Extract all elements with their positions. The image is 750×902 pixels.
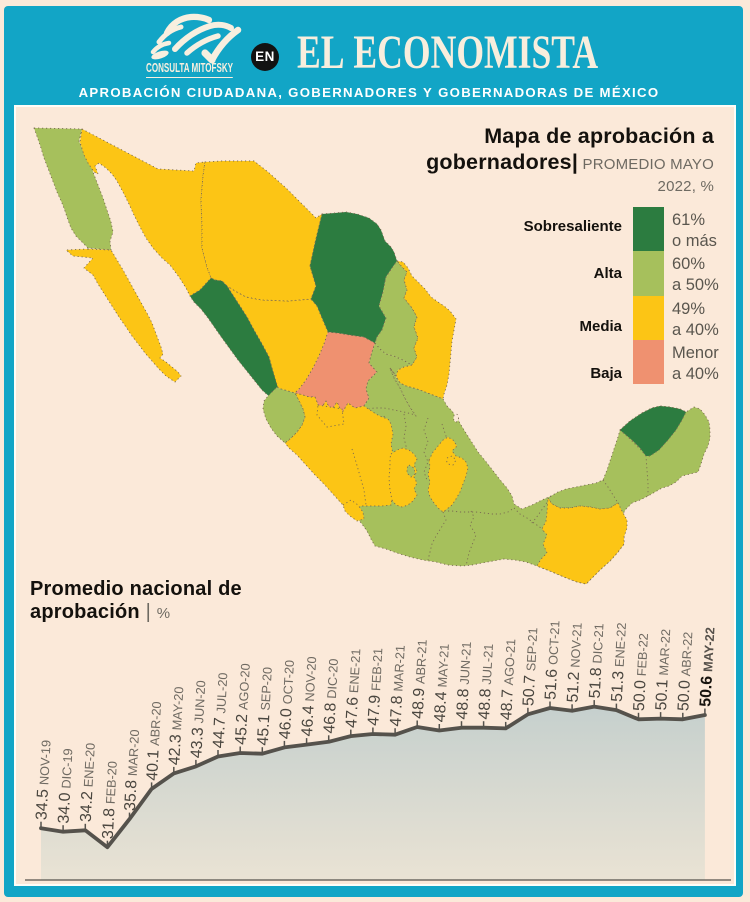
svg-text:34.2ENE-20: 34.2ENE-20 (78, 742, 99, 822)
svg-text:46.8DIC-20: 46.8DIC-20 (321, 658, 342, 734)
svg-text:42.3MAY-20: 42.3MAY-20 (166, 686, 187, 765)
svg-text:40.1ABR-20: 40.1ABR-20 (144, 701, 165, 781)
svg-text:48.7AGO-21: 48.7AGO-21 (498, 638, 519, 720)
svg-text:47.8MAR-21: 47.8MAR-21 (388, 645, 409, 727)
svg-text:51.6OCT-21: 51.6OCT-21 (542, 620, 563, 700)
svg-text:35.8MAR-20: 35.8MAR-20 (122, 729, 143, 811)
svg-text:44.7JUL-20: 44.7JUL-20 (210, 672, 231, 749)
svg-text:43.3JUN-20: 43.3JUN-20 (188, 680, 209, 759)
svg-text:46.4NOV-20: 46.4NOV-20 (299, 656, 320, 737)
svg-text:48.8JUL-21: 48.8JUL-21 (476, 643, 497, 720)
svg-text:46.0OCT-20: 46.0OCT-20 (277, 659, 298, 739)
svg-text:47.9FEB-21: 47.9FEB-21 (365, 647, 386, 726)
svg-text:48.4MAY-21: 48.4MAY-21 (432, 643, 453, 722)
svg-text:50.7SEP-21: 50.7SEP-21 (520, 627, 541, 706)
svg-text:45.1SEP-20: 45.1SEP-20 (255, 666, 276, 745)
svg-text:31.8FEB-20: 31.8FEB-20 (100, 761, 121, 840)
svg-text:34.5NOV-19: 34.5NOV-19 (33, 740, 54, 821)
svg-text:51.3ENE-22: 51.3ENE-22 (609, 622, 630, 702)
svg-text:51.2NOV-21: 51.2NOV-21 (565, 622, 586, 703)
svg-text:51.8DIC-21: 51.8DIC-21 (587, 623, 608, 699)
svg-text:50.6MAY-22: 50.6MAY-22 (697, 627, 718, 707)
svg-text:34.0DIC-19: 34.0DIC-19 (56, 748, 77, 824)
svg-text:48.9ABR-21: 48.9ABR-21 (410, 639, 431, 719)
svg-text:48.8JUN-21: 48.8JUN-21 (454, 641, 475, 720)
svg-text:50.0ABR-22: 50.0ABR-22 (675, 631, 696, 711)
svg-text:47.6ENE-21: 47.6ENE-21 (343, 648, 364, 728)
svg-text:50.0FEB-22: 50.0FEB-22 (631, 633, 652, 712)
svg-text:50.1MAR-22: 50.1MAR-22 (653, 629, 674, 711)
svg-text:45.2AGO-20: 45.2AGO-20 (233, 663, 254, 745)
